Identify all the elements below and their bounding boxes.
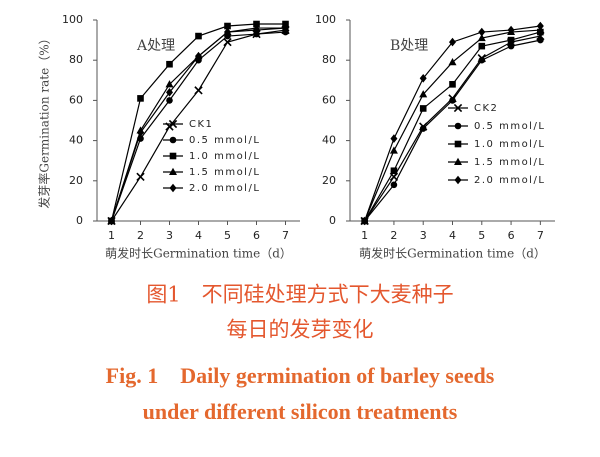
- marker: [454, 175, 462, 185]
- marker: [166, 97, 173, 104]
- y-tick-label: 40: [322, 134, 336, 147]
- marker: [390, 134, 398, 143]
- marker: [223, 37, 232, 47]
- marker: [136, 172, 145, 181]
- marker: [195, 32, 202, 40]
- marker: [224, 22, 231, 30]
- marker: [507, 25, 515, 35]
- marker: [169, 183, 177, 193]
- marker: [168, 119, 178, 129]
- y-tick-label: 60: [69, 93, 83, 106]
- legend-label: 0.5 mmol/L: [189, 135, 260, 146]
- legend-label: 1.0 mmol/L: [474, 139, 545, 150]
- x-tick-label: 7: [282, 229, 289, 242]
- x-tick-label: 4: [449, 229, 456, 242]
- y-axis-label: 发芽率Germination rate（%）: [37, 32, 52, 208]
- caption-en-line: Fig. 1 Daily germination of barley seeds: [106, 363, 495, 388]
- marker: [282, 23, 289, 33]
- y-tick-label: 80: [322, 53, 336, 66]
- marker: [165, 80, 174, 88]
- x-axis-label: 萌发时长Germination time（d）: [359, 246, 546, 261]
- x-tick-label: 1: [108, 229, 115, 242]
- legend-label: 2.0 mmol/L: [189, 183, 260, 194]
- marker: [449, 81, 456, 88]
- x-tick-label: 2: [390, 229, 397, 242]
- marker: [419, 73, 427, 83]
- x-tick-label: 6: [253, 229, 260, 242]
- y-tick-label: 20: [69, 174, 83, 187]
- y-tick-label: 100: [315, 13, 336, 26]
- marker: [108, 216, 115, 226]
- panel-annotation: A处理: [136, 38, 175, 54]
- y-tick-label: 40: [69, 134, 83, 147]
- x-tick-label: 5: [478, 229, 485, 242]
- legend-label: CK2: [474, 103, 498, 114]
- panel-annotation: B处理: [390, 38, 428, 54]
- marker: [507, 36, 515, 44]
- marker: [169, 167, 177, 175]
- legend-label: 1.0 mmol/L: [189, 151, 260, 162]
- marker: [194, 86, 203, 95]
- marker: [419, 105, 427, 112]
- caption-en-line: under different silicon treatments: [143, 399, 458, 424]
- marker: [419, 125, 427, 132]
- marker: [448, 58, 457, 66]
- x-tick-label: 5: [224, 229, 231, 242]
- marker: [454, 157, 462, 165]
- marker: [166, 60, 173, 68]
- marker: [166, 88, 173, 97]
- marker: [224, 27, 231, 37]
- x-tick-label: 3: [420, 229, 427, 242]
- x-tick-label: 7: [537, 229, 544, 242]
- marker: [477, 33, 486, 42]
- marker: [390, 181, 398, 189]
- y-tick-label: 0: [329, 214, 336, 227]
- x-axis-label: 萌发时长Germination time（d）: [105, 246, 292, 261]
- marker: [419, 90, 428, 98]
- marker: [169, 152, 177, 160]
- marker: [478, 27, 486, 37]
- marker: [449, 37, 456, 47]
- x-tick-label: 3: [166, 229, 173, 242]
- x-tick-label: 6: [508, 229, 515, 242]
- legend-label: CK1: [189, 119, 213, 130]
- marker: [390, 167, 398, 175]
- marker: [453, 103, 463, 113]
- y-tick-label: 80: [69, 53, 83, 66]
- x-tick-label: 1: [361, 229, 368, 242]
- x-tick-label: 4: [195, 229, 202, 242]
- marker: [169, 136, 177, 144]
- marker: [507, 42, 515, 50]
- legend-label: 2.0 mmol/L: [474, 175, 545, 186]
- marker: [389, 146, 398, 154]
- caption-zh-line: 图1 不同硅处理方式下大麦种子: [146, 283, 453, 307]
- y-tick-label: 0: [76, 214, 83, 227]
- marker: [137, 128, 144, 137]
- marker: [454, 122, 462, 130]
- legend-label: 1.5 mmol/L: [189, 167, 260, 178]
- y-tick-label: 20: [322, 174, 336, 187]
- marker: [478, 42, 486, 50]
- marker: [537, 36, 544, 44]
- legend-label: 0.5 mmol/L: [474, 121, 545, 132]
- marker: [195, 51, 202, 61]
- y-tick-label: 100: [62, 13, 83, 26]
- marker: [253, 25, 260, 35]
- caption-zh-line: 每日的发芽变化: [227, 318, 374, 342]
- x-tick-label: 2: [137, 229, 144, 242]
- marker: [454, 140, 462, 148]
- legend-label: 1.5 mmol/L: [474, 157, 545, 168]
- marker: [478, 56, 486, 64]
- marker: [449, 97, 456, 104]
- marker: [137, 95, 144, 102]
- y-tick-label: 60: [322, 93, 336, 106]
- marker: [536, 21, 544, 31]
- marker: [361, 216, 369, 226]
